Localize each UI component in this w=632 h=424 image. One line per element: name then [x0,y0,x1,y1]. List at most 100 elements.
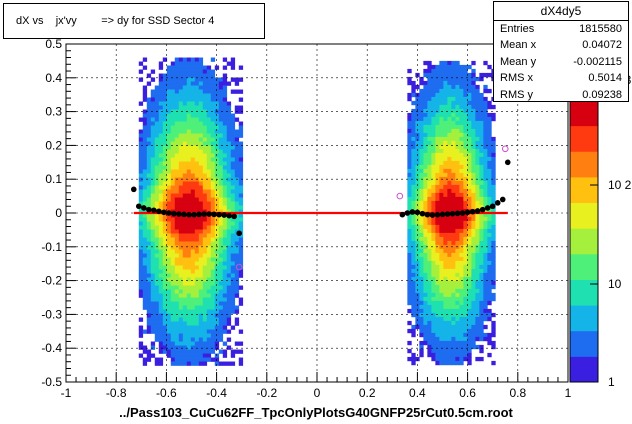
profile-point [171,210,177,217]
profile-point [130,186,137,193]
profile-point [464,209,471,216]
colorbar-cell [570,168,598,178]
open-point [235,263,243,271]
profile-point [146,206,152,213]
colorbar-cell [570,245,598,255]
profile-point [424,211,431,218]
colorbar-cell [570,313,598,323]
colorbar-cell [570,185,598,195]
colorbar-cell [570,117,598,127]
y-tick-label: -0.2 [41,274,62,288]
profile-point [221,212,227,218]
colorbar-cell [570,296,598,306]
profile-point [399,211,406,218]
profile-point [479,206,486,213]
x-tick-label: 1 [565,386,572,400]
x-tick-label: -0.2 [256,386,277,400]
profile-point [186,211,192,218]
profile-point [404,210,411,216]
profile-point [494,200,501,206]
profile-point [176,211,182,217]
chart-title: dX vs jx'vy => dy for SSD Sector 4 [3,3,265,39]
heatmap-cluster [138,57,244,366]
profile-point [226,212,232,219]
profile-point [429,212,436,218]
profile-point [469,208,476,215]
colorbar-cell [570,142,598,152]
x-tick-label: -0.8 [106,386,127,400]
y-tick-label: -0.4 [41,341,62,355]
profile-point [419,210,426,217]
profile-point [504,159,511,166]
colorbar-cell [570,194,598,204]
colorbar-cell [570,151,598,161]
colorbar-cell [570,236,598,246]
profile-point [439,211,446,218]
colorbar-cell [570,134,598,144]
profile-point [201,211,207,217]
x-tick-label: 0.4 [409,386,426,400]
colorbar-cell [570,262,598,272]
profile-point [499,196,506,203]
colorbar-cell [570,305,598,315]
stats-box: dX4dy5 Entries 1815580 Mean x 0.04072 Me… [493,1,629,102]
stats-value: -0.002115 [573,55,622,68]
colorbar-cell [570,347,598,357]
x-tick-label: 0 [314,386,321,400]
x-tick-label: -0.4 [206,386,227,400]
colorbar-cell [570,270,598,280]
profile-point [151,207,157,214]
colorbar-cell [570,339,598,349]
profile-point [459,210,466,216]
profile-point [181,211,187,218]
x-tick-label: 0.8 [509,386,526,400]
stats-name: dX4dy5 [494,2,628,21]
colorbar-cell [570,356,598,366]
colorbar-cell [570,159,598,169]
colorbar-cell [570,330,598,340]
profile-point [454,210,461,217]
profile-point [434,211,441,218]
colorbar-label: 1 [608,375,615,389]
profile-point [409,209,416,215]
stats-row: Mean x 0.04072 [494,37,628,53]
y-tick-label: -0.3 [41,307,62,321]
profile-point [236,230,242,237]
x-tick-label: -1 [61,386,72,400]
open-point [501,145,509,153]
y-tick-label: 0.2 [45,138,62,152]
colorbar-cell [570,202,598,212]
open-point [396,192,404,200]
colorbar-cell [570,211,598,221]
stats-value: 0.04072 [582,39,622,52]
profile-point [166,210,172,216]
colorbar-cell [570,176,598,186]
stats-row: Mean y -0.002115 [494,54,628,70]
profile-point [135,203,142,210]
x-axis-label: ../Pass103_CuCu62FF_TpcOnlyPlotsG40GNFP2… [119,405,513,420]
stats-value: 1815580 [579,23,622,35]
stats-row: Entries 1815580 [494,21,628,37]
profile-point [141,205,147,211]
profile-point [196,211,202,218]
stats-label: RMS y [500,88,533,101]
y-tick-label: -0.5 [41,375,62,389]
y-tick-label: 0.4 [45,71,62,85]
colorbar-cell [570,108,598,118]
stats-label: Entries [500,23,535,35]
profile-point [444,211,451,217]
profile-point [414,209,421,216]
stats-row: RMS y 0.09238 [494,87,628,103]
profile-point [191,211,197,218]
profile-point [216,211,222,218]
profile-point [231,213,237,220]
colorbar-cell [570,219,598,229]
stats-row: RMS x 0.5014 [494,70,628,86]
profile-point [474,208,481,214]
colorbar-cell [570,288,598,298]
profile-point [211,211,217,218]
y-tick-label: 0.1 [45,172,62,186]
stats-label: RMS x [500,72,533,85]
stats-value: 0.5014 [588,72,622,85]
